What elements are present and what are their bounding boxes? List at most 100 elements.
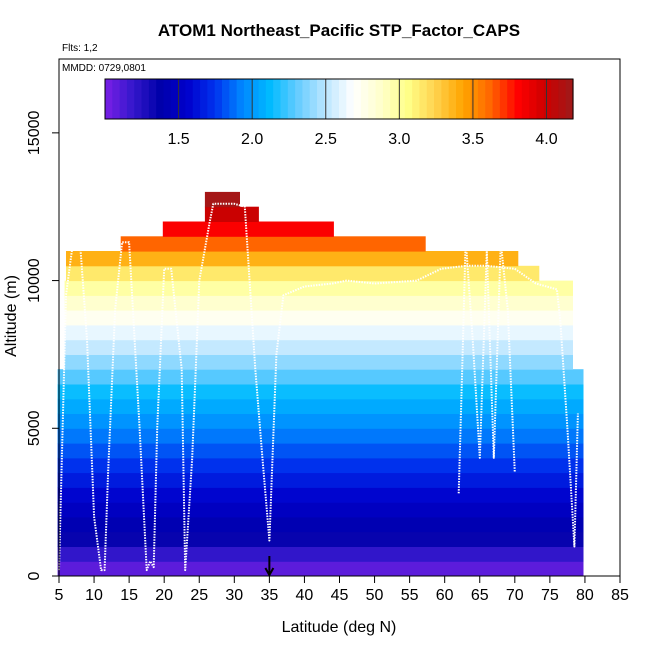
colorbar-segment <box>331 79 340 119</box>
altitude-layer <box>57 531 584 547</box>
altitude-layer <box>57 398 584 414</box>
altitude-layer <box>57 384 584 400</box>
altitude-layer <box>57 487 584 503</box>
colorbar-segment <box>536 79 545 119</box>
colorbar-segment <box>185 79 194 119</box>
colorbar-segment <box>207 79 216 119</box>
colorbar-segment <box>105 79 113 119</box>
colorbar-segment <box>163 79 172 119</box>
colorbar-segment <box>119 79 128 119</box>
colorbar-segment <box>295 79 304 119</box>
colorbar-segment <box>222 79 230 119</box>
colorbar-segment <box>368 79 377 119</box>
x-tick-label: 65 <box>471 587 489 604</box>
colorbar-segment <box>302 79 311 119</box>
altitude-layer <box>64 295 573 311</box>
altitude-layer <box>64 310 573 326</box>
altitude-layer <box>57 546 584 562</box>
x-tick-label: 45 <box>331 587 349 604</box>
altitude-layer <box>57 413 584 429</box>
colorbar: 1.5 2.0 2.5 3.0 3.5 4.0 <box>104 78 574 148</box>
colorbar-segment <box>287 79 296 119</box>
x-tick-label: 10 <box>85 587 103 604</box>
colorbar-segment <box>397 79 406 119</box>
x-tick-label: 75 <box>541 587 559 604</box>
x-tick-label: 50 <box>366 587 384 604</box>
x-tick-label: 20 <box>155 587 173 604</box>
altitude-layer <box>57 443 584 459</box>
colorbar-segment <box>200 79 208 119</box>
x-tick-label: 30 <box>225 587 243 604</box>
colorbar-segment <box>492 79 501 119</box>
colorbar-segment <box>390 79 399 119</box>
chart-title: ATOM1 Northeast_Pacific STP_Factor_CAPS <box>158 21 520 40</box>
x-axis-label: Latitude (deg N) <box>282 619 397 636</box>
colorbar-segment <box>178 79 187 119</box>
x-tick-label: 25 <box>190 587 208 604</box>
colorbar-frame <box>104 78 574 120</box>
colorbar-tick-label: 1.5 <box>167 131 189 148</box>
altitude-layer <box>57 369 584 385</box>
flight-track-group <box>58 202 579 572</box>
colorbar-segment <box>229 79 238 119</box>
colorbar-segment <box>251 79 260 119</box>
altitude-layer <box>64 354 573 370</box>
colorbar-segment <box>551 79 559 119</box>
colorbar-segment <box>258 79 267 119</box>
y-tick-label: 15000 <box>26 111 43 156</box>
altitude-layer <box>162 221 334 237</box>
colorbar-tick-label: 4.0 <box>535 131 557 148</box>
x-tick-label: 70 <box>506 587 524 604</box>
colorbar-segment <box>112 79 121 119</box>
colorbar-segment <box>339 79 347 119</box>
colorbar-tick-label: 2.5 <box>315 131 337 148</box>
colorbar-segment <box>434 79 442 119</box>
x-tick-label: 40 <box>296 587 314 604</box>
y-axis: 0 5000 10000 15000 <box>26 111 59 580</box>
x-tick-label: 35 <box>260 587 278 604</box>
flight-track-line <box>58 202 579 572</box>
altitude-layer <box>57 457 584 474</box>
x-tick-label: 85 <box>611 587 629 604</box>
altitude-layer <box>64 324 573 341</box>
colorbar-segment <box>192 79 201 119</box>
altitude-layer <box>57 428 584 444</box>
altitude-layer <box>204 206 259 222</box>
mmdd-label: MMDD: 0729,0801 <box>62 63 146 74</box>
colorbar-segment <box>324 79 333 119</box>
colorbar-segment <box>170 79 179 119</box>
colorbar-segment <box>565 79 574 119</box>
latitude-marker-arrow <box>264 556 275 578</box>
colorbar-segment <box>273 79 282 119</box>
flight-track-line-2 <box>457 238 516 494</box>
altitude-layer <box>66 251 519 267</box>
colorbar-segment <box>214 79 223 119</box>
colorbar-segment <box>448 79 457 119</box>
altitude-layer <box>64 339 573 355</box>
colorbar-segment <box>521 79 530 119</box>
colorbar-segment <box>477 79 486 119</box>
colorbar-segment <box>382 79 391 119</box>
colorbar-segment <box>148 79 157 119</box>
y-tick-label: 10000 <box>26 258 43 303</box>
colorbar-segment <box>353 79 362 119</box>
altitude-layer <box>120 236 426 252</box>
x-tick-label: 5 <box>55 587 64 604</box>
altitude-layer <box>57 472 584 488</box>
x-tick-label: 15 <box>120 587 138 604</box>
colorbar-tick-label: 3.5 <box>462 131 484 148</box>
colorbar-segment <box>126 79 135 119</box>
colorbar-segment <box>507 79 516 119</box>
colorbar-tick-label: 2.0 <box>241 131 263 148</box>
colorbar-segment <box>134 79 143 119</box>
x-axis: 5 10 15 20 25 30 35 40 45 50 55 60 65 70 75 80 85 <box>55 576 629 604</box>
colorbar-segment <box>309 79 318 119</box>
colorbar-segment <box>375 79 384 119</box>
colorbar-segment <box>441 79 450 119</box>
colorbar-segment <box>360 79 369 119</box>
colorbar-segment <box>346 79 355 119</box>
colorbar-segment <box>317 79 325 119</box>
flights-label: Flts: 1,2 <box>62 43 98 54</box>
colorbar-segment <box>514 79 523 119</box>
